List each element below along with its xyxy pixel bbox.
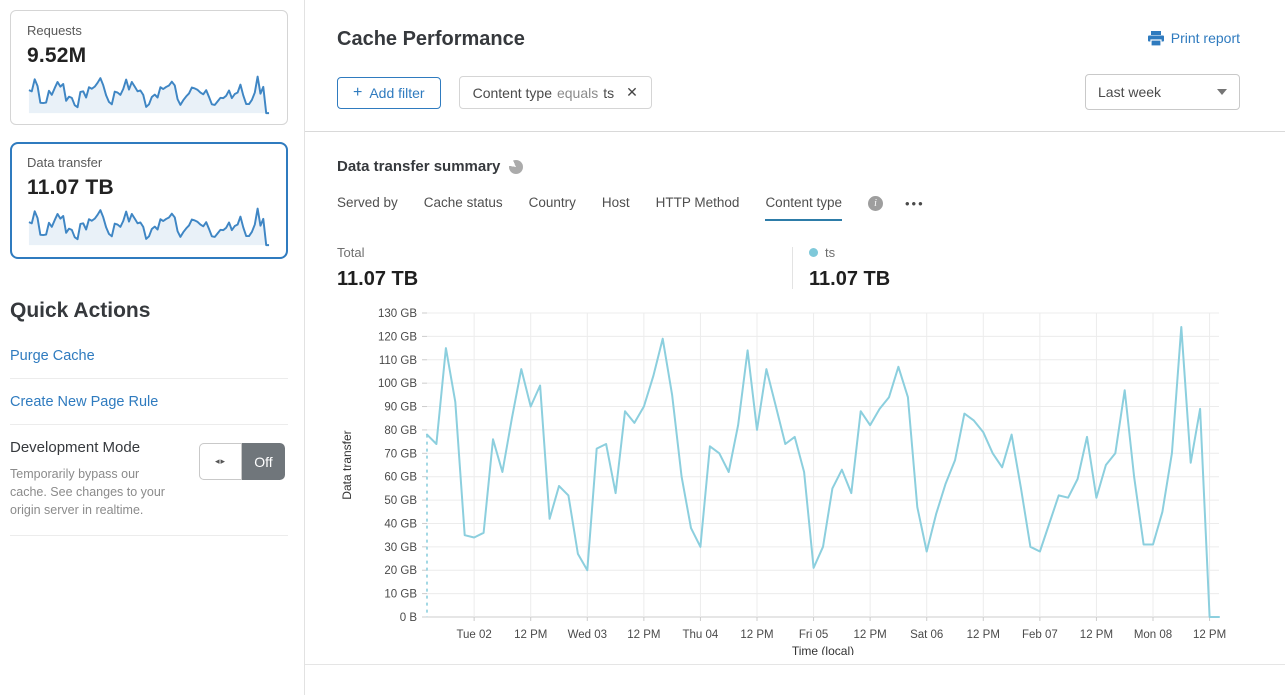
y-tick-label: 120 GB: [378, 331, 417, 343]
time-range-value: Last week: [1098, 84, 1162, 100]
data-transfer-sparkline-chart: [28, 207, 270, 247]
data-transfer-card-label: Data transfer: [27, 155, 103, 170]
x-tick-label: 12 PM: [627, 629, 660, 641]
tab-http-method[interactable]: HTTP Method: [655, 195, 740, 210]
series-legend-name: ts: [825, 245, 836, 260]
x-tick-label: 12 PM: [1193, 629, 1226, 641]
y-tick-label: 50 GB: [384, 495, 417, 507]
data-transfer-metric-card[interactable]: Data transfer 11.07 TB: [10, 142, 288, 259]
y-tick-label: 20 GB: [384, 565, 417, 577]
data-transfer-line-chart[interactable]: 130 GB 120 GB 110 GB 100 GB 90 GB 80 GB 70 GB 6…: [337, 305, 1235, 658]
pie-chart-icon: [509, 159, 524, 174]
summary-title: Data transfer summary: [337, 158, 501, 175]
filter-chip-content-type[interactable]: Content type equals ts ✕: [458, 76, 652, 109]
x-tick-label: 12 PM: [854, 629, 887, 641]
summary-title-row: Data transfer summary: [337, 158, 1240, 175]
sparkline-line: [28, 207, 270, 247]
y-tick-label: 0 B: [400, 612, 418, 624]
info-icon[interactable]: i: [868, 196, 883, 211]
y-axis-title: Data transfer: [340, 430, 354, 499]
x-tick-label: 12 PM: [1080, 629, 1113, 641]
x-tick-label: 12 PM: [967, 629, 1000, 641]
total-block: Total 11.07 TB: [337, 245, 792, 291]
time-range-select[interactable]: Last week: [1085, 74, 1240, 110]
y-tick-label: 60 GB: [384, 472, 417, 484]
development-mode-title: Development Mode: [10, 439, 141, 456]
filter-chip-field: Content type: [472, 84, 552, 101]
totals-separator: [792, 247, 793, 289]
x-axis-title: Time (local): [792, 644, 854, 655]
toggle-arrows-icon: ◂▸: [199, 443, 242, 480]
remove-filter-icon[interactable]: ✕: [626, 84, 638, 100]
total-value: 11.07 TB: [337, 268, 419, 290]
y-tick-label: 110 GB: [379, 355, 417, 367]
series-legend-value: 11.07 TB: [809, 268, 891, 290]
data-transfer-card-value: 11.07 TB: [27, 176, 114, 199]
tab-cache-status[interactable]: Cache status: [423, 195, 503, 210]
development-mode-description: Temporarily bypass our cache. See change…: [10, 467, 165, 518]
y-tick-label: 100 GB: [378, 378, 417, 390]
dimension-tabs: Served by Cache status Country Host HTTP…: [337, 195, 1240, 221]
x-tick-label: Thu 04: [683, 629, 719, 641]
x-tick-label: 12 PM: [514, 629, 547, 641]
section-bottom-divider: [305, 664, 1285, 665]
series-line-ts: [426, 326, 1220, 618]
analytics-sidebar: Requests 9.52M Data transfer 11.07 TB Qu…: [0, 0, 305, 695]
filter-chip-value: ts: [603, 84, 615, 101]
cache-performance-panel: Cache Performance Print report + Add fil…: [305, 0, 1285, 695]
y-tick-label: 70 GB: [384, 448, 417, 460]
x-tick-label: Fri 05: [799, 629, 828, 641]
total-label: Total: [337, 245, 365, 260]
printer-icon: [1147, 30, 1164, 46]
purge-cache-link[interactable]: Purge Cache: [10, 333, 288, 379]
x-tick-label: Tue 02: [456, 629, 491, 641]
development-mode-toggle[interactable]: ◂▸ Off: [199, 443, 285, 480]
series-legend-block: ts 11.07 TB: [793, 245, 890, 291]
requests-card-value: 9.52M: [27, 44, 87, 67]
x-tick-label: Mon 08: [1134, 629, 1172, 641]
print-report-button[interactable]: Print report: [1147, 30, 1240, 46]
y-tick-label: 10 GB: [384, 589, 417, 601]
y-tick-label: 80 GB: [384, 425, 417, 437]
print-report-label: Print report: [1170, 30, 1240, 46]
create-page-rule-link[interactable]: Create New Page Rule: [10, 379, 288, 425]
sparkline-fill: [28, 208, 270, 246]
requests-metric-card[interactable]: Requests 9.52M: [10, 10, 288, 125]
tab-host[interactable]: Host: [601, 195, 630, 210]
quick-actions-heading: Quick Actions: [10, 299, 151, 322]
series-legend-dot: [809, 248, 818, 257]
development-mode-section: Development Mode Temporarily bypass our …: [10, 425, 288, 537]
plus-icon: +: [353, 83, 363, 101]
x-tick-label: Wed 03: [568, 629, 607, 641]
more-options-icon[interactable]: •••: [905, 196, 925, 211]
time-series-chart[interactable]: 130 GB 120 GB 110 GB 100 GB 90 GB 80 GB 70 GB 6…: [337, 305, 1240, 658]
totals-row: Total 11.07 TB ts 11.07 TB: [337, 245, 1240, 291]
requests-card-label: Requests: [27, 23, 82, 38]
tab-served-by[interactable]: Served by: [337, 195, 398, 210]
filter-row: + Add filter Content type equals ts ✕: [337, 76, 1240, 109]
x-tick-label: Sat 06: [910, 629, 943, 641]
sparkline-fill: [28, 76, 270, 114]
filter-chip-operator: equals: [556, 84, 599, 101]
x-tick-label: Feb 07: [1022, 629, 1058, 641]
add-filter-label: Add filter: [369, 84, 425, 101]
x-tick-label: 12 PM: [740, 629, 773, 641]
header-divider: [305, 131, 1285, 132]
requests-sparkline-chart: [28, 75, 270, 115]
y-tick-label: 130 GB: [378, 308, 417, 320]
tabs-extra: i •••: [868, 196, 925, 220]
sparkline-line: [28, 75, 270, 115]
y-tick-label: 30 GB: [384, 542, 417, 554]
add-filter-button[interactable]: + Add filter: [337, 76, 441, 109]
tab-content-type[interactable]: Content type: [765, 195, 842, 221]
y-tick-label: 90 GB: [384, 402, 417, 414]
page-title: Cache Performance: [337, 28, 525, 50]
tab-country[interactable]: Country: [528, 195, 576, 210]
chevron-down-icon: [1217, 89, 1227, 95]
y-tick-label: 40 GB: [384, 518, 417, 530]
toggle-off-label: Off: [242, 443, 285, 480]
